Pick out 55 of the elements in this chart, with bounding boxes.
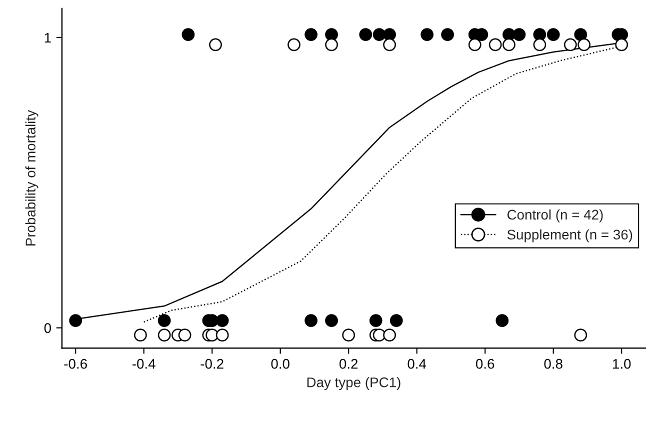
point bbox=[304, 28, 318, 42]
point bbox=[420, 28, 434, 42]
point bbox=[488, 38, 502, 52]
point bbox=[578, 38, 590, 52]
point bbox=[441, 28, 454, 42]
point bbox=[182, 28, 195, 42]
point bbox=[288, 38, 300, 52]
point bbox=[216, 314, 229, 327]
point bbox=[546, 28, 560, 42]
legend-label: Control (n = 42) bbox=[507, 209, 603, 222]
point bbox=[372, 328, 386, 342]
point bbox=[533, 28, 546, 42]
point bbox=[496, 314, 509, 327]
point bbox=[574, 328, 588, 342]
point bbox=[158, 314, 171, 327]
x-tick-label: 0.0 bbox=[271, 358, 290, 369]
point bbox=[325, 28, 338, 42]
point bbox=[304, 314, 318, 327]
legend-label: Supplement (n = 36) bbox=[507, 229, 632, 242]
y-axis-title: Probability of mortality bbox=[25, 110, 38, 246]
point bbox=[533, 38, 546, 52]
point bbox=[383, 28, 396, 42]
point bbox=[512, 28, 526, 42]
point bbox=[206, 328, 219, 342]
point bbox=[359, 28, 372, 42]
point bbox=[390, 314, 403, 327]
x-tick-label: -0.4 bbox=[132, 358, 156, 369]
point bbox=[383, 38, 396, 52]
point bbox=[342, 328, 356, 342]
x-tick-label: -0.6 bbox=[64, 358, 87, 369]
x-tick-label: 0.8 bbox=[544, 358, 562, 369]
x-tick-label: -0.2 bbox=[200, 358, 224, 369]
point bbox=[325, 38, 338, 52]
point bbox=[325, 314, 338, 327]
point bbox=[69, 314, 82, 327]
point bbox=[468, 38, 482, 52]
point bbox=[178, 328, 192, 342]
x-tick-label: 1.0 bbox=[613, 358, 631, 369]
x-axis-title: Day type (PC1) bbox=[307, 377, 400, 390]
point bbox=[502, 38, 516, 52]
point bbox=[216, 328, 229, 342]
point bbox=[383, 328, 396, 342]
point bbox=[209, 38, 222, 52]
y-tick-label: 1 bbox=[44, 32, 51, 43]
point bbox=[158, 328, 171, 342]
point bbox=[564, 38, 577, 52]
y-tick-label: 0 bbox=[44, 323, 51, 333]
point bbox=[369, 314, 382, 327]
point bbox=[574, 28, 588, 42]
x-tick-label: 0.2 bbox=[339, 358, 358, 369]
point bbox=[372, 28, 386, 42]
point bbox=[134, 328, 147, 342]
point bbox=[615, 38, 628, 52]
x-tick-label: 0.6 bbox=[476, 358, 494, 369]
x-tick-label: 0.4 bbox=[408, 358, 426, 369]
